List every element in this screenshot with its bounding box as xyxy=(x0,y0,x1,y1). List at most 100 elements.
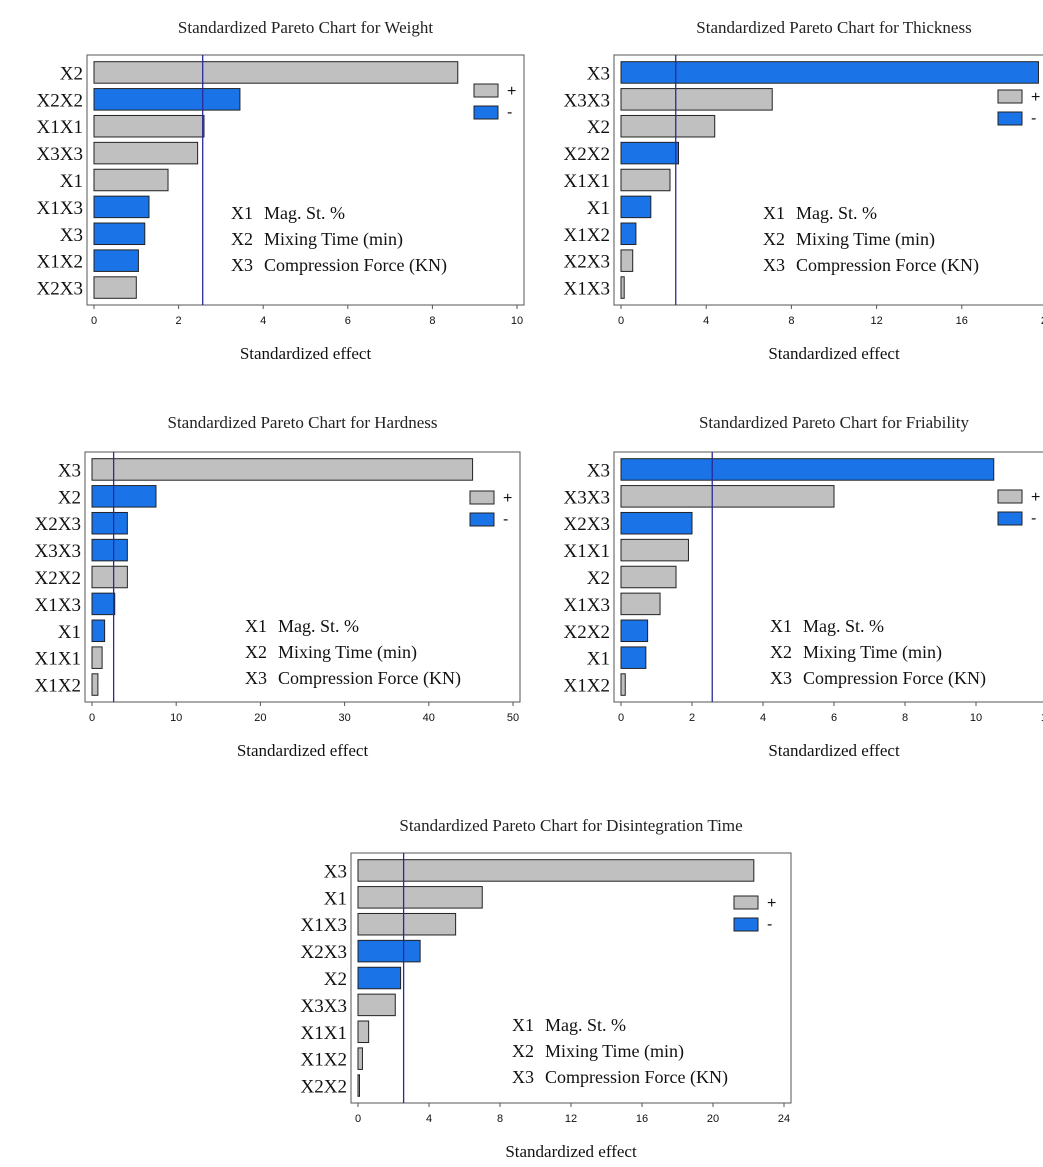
bar-x2x3 xyxy=(93,276,137,299)
x-tick-label: 8 xyxy=(497,1113,503,1125)
bar-x3x3 xyxy=(357,993,396,1017)
bar-x1x2 xyxy=(93,249,139,272)
category-label: X2X2 xyxy=(35,568,81,589)
note-code: X2 xyxy=(231,229,253,249)
bar-x3x3 xyxy=(620,88,773,111)
category-label: X1X1 xyxy=(301,1023,347,1044)
category-label: X1X3 xyxy=(37,198,83,219)
note-code: X2 xyxy=(770,642,792,662)
category-label: X3 xyxy=(587,460,610,481)
bar-x2 xyxy=(357,966,402,990)
category-label: X1X1 xyxy=(35,649,81,670)
legend-label-negative: - xyxy=(1031,510,1036,527)
x-axis-label: Standardized effect xyxy=(768,741,900,760)
note-code: X1 xyxy=(231,203,253,223)
note-code: X3 xyxy=(763,255,785,275)
category-label: X1X3 xyxy=(564,279,610,300)
pareto-chart-5: Standardized Pareto Chart for Disintegra… xyxy=(301,816,792,1161)
bar-x3 xyxy=(93,222,146,246)
bar-x3 xyxy=(620,61,1039,84)
category-label: X2X2 xyxy=(564,622,610,643)
x-tick-label: 4 xyxy=(426,1113,432,1125)
legend-swatch-negative xyxy=(997,511,1023,526)
note-text: Compression Force (KN) xyxy=(278,668,461,689)
note-text: Mixing Time (min) xyxy=(803,642,942,663)
bar-x1 xyxy=(93,168,169,192)
legend-swatch-negative xyxy=(733,917,759,932)
note-code: X2 xyxy=(763,229,785,249)
category-label: X2 xyxy=(587,568,610,589)
note-text: Mag. St. % xyxy=(796,203,877,223)
legend: +- xyxy=(997,89,1040,127)
bar-x1 xyxy=(620,646,647,669)
category-label: X2X3 xyxy=(35,514,81,535)
category-label: X3 xyxy=(324,861,347,882)
bar-x3x3 xyxy=(620,485,835,508)
bar-x1x1 xyxy=(620,168,671,192)
note-code: X3 xyxy=(770,668,792,688)
legend-label-positive: + xyxy=(1031,489,1040,506)
bar-x2x2 xyxy=(93,88,241,111)
category-label: X1X1 xyxy=(564,171,610,192)
pareto-chart-1: Standardized Pareto Chart for WeightX2X2… xyxy=(37,18,525,363)
category-label: X1X2 xyxy=(35,676,81,697)
category-label: X3X3 xyxy=(301,996,347,1017)
bar-x1x2 xyxy=(620,222,637,246)
category-label: X1 xyxy=(60,171,83,192)
note-text: Compression Force (KN) xyxy=(796,255,979,276)
bar-x1x2 xyxy=(620,673,626,696)
legend-swatch-positive xyxy=(997,89,1023,104)
category-label: X2 xyxy=(60,63,83,84)
category-label: X2 xyxy=(587,117,610,138)
plot-frame xyxy=(84,451,521,703)
legend-label-positive: + xyxy=(767,895,776,912)
legend-swatch-positive xyxy=(997,489,1023,504)
bar-x3 xyxy=(357,859,755,882)
bar-x1x1 xyxy=(620,538,689,562)
bar-x1x2 xyxy=(91,673,99,696)
category-label: X3 xyxy=(587,63,610,84)
note-code: X1 xyxy=(770,616,792,636)
category-label: X3 xyxy=(58,460,81,481)
category-label: X1X2 xyxy=(564,676,610,697)
x-axis-label: Standardized effect xyxy=(505,1142,637,1161)
bar-x2x2 xyxy=(357,1074,360,1097)
category-label: X1X2 xyxy=(37,252,83,273)
note-code: X1 xyxy=(512,1015,534,1035)
note-text: Compression Force (KN) xyxy=(803,668,986,689)
x-tick-label: 30 xyxy=(338,712,350,724)
category-label: X3X3 xyxy=(564,487,610,508)
legend-label-positive: + xyxy=(507,83,516,100)
pareto-chart-4: Standardized Pareto Chart for Friability… xyxy=(564,413,1043,760)
x-tick-label: 10 xyxy=(170,712,182,724)
bar-x3x3 xyxy=(91,538,128,562)
category-label: X3X3 xyxy=(564,90,610,111)
legend-swatch-negative xyxy=(997,111,1023,126)
legend: +- xyxy=(733,895,776,933)
bar-x1x3 xyxy=(620,276,625,299)
note-text: Mixing Time (min) xyxy=(278,642,417,663)
bar-x2 xyxy=(620,565,677,589)
category-label: X1 xyxy=(58,622,81,643)
note-text: Mag. St. % xyxy=(278,616,359,636)
category-label: X1 xyxy=(587,198,610,219)
bar-x1 xyxy=(620,195,652,219)
legend-label-positive: + xyxy=(503,490,512,507)
category-label: X3X3 xyxy=(35,541,81,562)
legend-swatch-positive xyxy=(469,490,495,505)
legend-label-negative: - xyxy=(507,104,512,121)
x-tick-label: 0 xyxy=(618,712,624,724)
note-code: X3 xyxy=(512,1067,534,1087)
bar-x2x3 xyxy=(620,249,634,272)
x-tick-label: 24 xyxy=(778,1113,790,1125)
bar-x1 xyxy=(357,886,483,909)
category-label: X2X3 xyxy=(37,279,83,300)
x-axis-label: Standardized effect xyxy=(240,344,372,363)
note-code: X1 xyxy=(245,616,267,636)
x-tick-label: 4 xyxy=(703,315,709,327)
bar-x3 xyxy=(91,458,474,481)
x-axis-label: Standardized effect xyxy=(237,741,369,760)
bar-x1x1 xyxy=(93,114,205,138)
bar-x3x3 xyxy=(93,141,199,165)
x-tick-label: 20 xyxy=(1041,315,1043,327)
